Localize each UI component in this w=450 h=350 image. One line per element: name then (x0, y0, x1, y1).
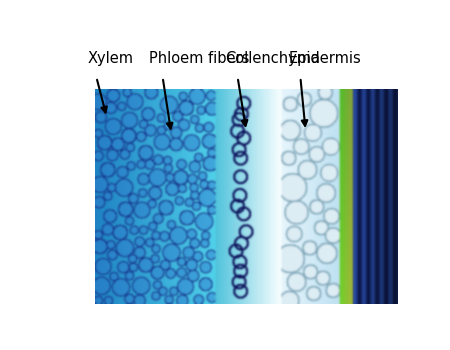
Text: Xylem: Xylem (88, 51, 134, 66)
Text: Phloem fibers: Phloem fibers (148, 51, 249, 66)
Text: Collenchyma: Collenchyma (225, 51, 320, 66)
Text: Epidermis: Epidermis (288, 51, 361, 66)
